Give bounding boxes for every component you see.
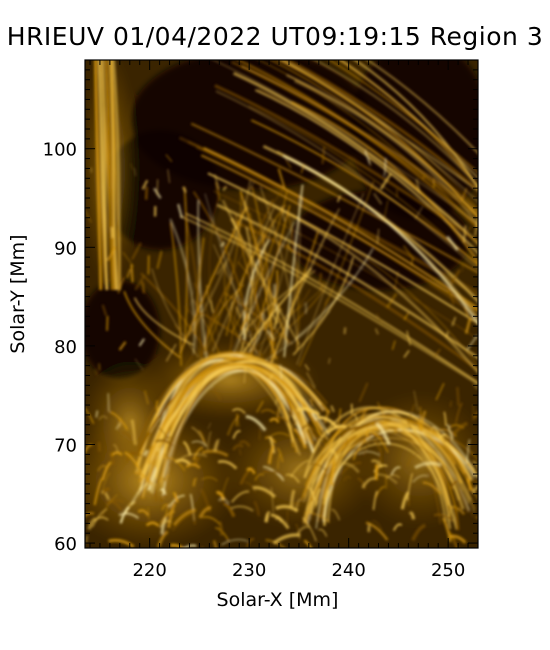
- y-tick-label: 90: [54, 238, 77, 259]
- y-tick-label: 100: [43, 140, 77, 161]
- x-axis-label: Solar-X [Mm]: [217, 589, 339, 611]
- x-tick-label: 230: [232, 560, 266, 581]
- x-tick-label: 220: [132, 560, 166, 581]
- solar-euv-image: [85, 60, 478, 548]
- y-tick-label: 60: [54, 534, 77, 555]
- plot-frame: [84, 59, 479, 549]
- axis-ticks: 220 230 240 250 60 70 80 90 100: [43, 59, 479, 581]
- y-tick-label: 70: [54, 435, 77, 456]
- x-tick-label: 240: [331, 560, 365, 581]
- y-axis-label: Solar-Y [Mm]: [7, 234, 29, 353]
- x-tick-label: 250: [431, 560, 465, 581]
- image-title: HRIEUV 01/04/2022 UT09:19:15 Region 3: [6, 22, 544, 51]
- y-tick-label: 80: [54, 337, 77, 358]
